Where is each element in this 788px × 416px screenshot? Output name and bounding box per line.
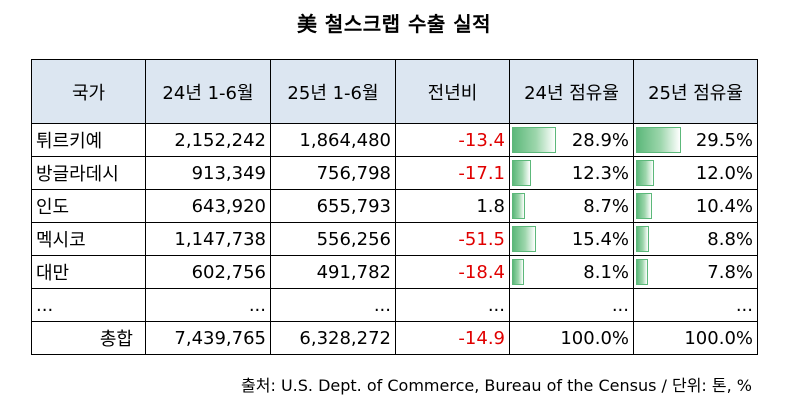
share25-value: 7.8%: [707, 261, 753, 283]
yoy-cell: 1.8: [395, 189, 510, 223]
share24-value: 8.1%: [583, 261, 629, 283]
share24-cell: 28.9%: [509, 123, 634, 157]
ellipsis-cell: ...: [395, 288, 510, 322]
page-title: 美 철스크랩 수출 실적: [296, 12, 492, 36]
table-row: 대만 602,756 491,782 -18.4 8.1% 7.8%: [31, 255, 758, 289]
table-header-row: 국가 24년 1-6월 25년 1-6월 전년비 24년 점유율 25년 점유율: [31, 59, 758, 124]
share24-value: 28.9%: [571, 129, 629, 151]
data-bar: [512, 193, 525, 219]
share25-cell: 12.0%: [633, 156, 758, 190]
data-bar: [512, 226, 536, 252]
y25-cell: 655,793: [270, 189, 396, 223]
share24-value: 15.4%: [571, 228, 629, 250]
yoy-cell: -13.4: [395, 123, 510, 157]
data-bar: [636, 226, 649, 252]
ellipsis-cell: ...: [145, 288, 271, 322]
header-yoy: 전년비: [395, 59, 510, 124]
data-bar: [636, 193, 652, 219]
share25-value: 29.5%: [695, 129, 753, 151]
data-bar: [636, 160, 654, 186]
total-share24: 100.0%: [509, 321, 634, 355]
data-bar: [512, 259, 524, 285]
country-cell: 대만: [31, 255, 146, 289]
y24-cell: 643,920: [145, 189, 271, 223]
y24-cell: 602,756: [145, 255, 271, 289]
table-row: 방글라데시 913,349 756,798 -17.1 12.3% 12.0%: [31, 156, 758, 190]
total-y25: 6,328,272: [270, 321, 396, 355]
ellipsis-cell: ...: [31, 288, 146, 322]
share24-cell: 8.1%: [509, 255, 634, 289]
share24-cell: 15.4%: [509, 222, 634, 256]
share25-cell: 8.8%: [633, 222, 758, 256]
table-row: 멕시코 1,147,738 556,256 -51.5 15.4% 8.8%: [31, 222, 758, 256]
share25-value: 8.8%: [707, 228, 753, 250]
share25-cell: 29.5%: [633, 123, 758, 157]
y24-cell: 1,147,738: [145, 222, 271, 256]
share25-value: 12.0%: [695, 162, 753, 184]
header-24-h1: 24년 1-6월: [145, 59, 271, 124]
data-bar: [512, 160, 531, 186]
header-share-24: 24년 점유율: [509, 59, 634, 124]
y24-cell: 2,152,242: [145, 123, 271, 157]
ellipsis-cell: ...: [509, 288, 634, 322]
ellipsis-row: ..................: [31, 288, 758, 322]
ellipsis-cell: ...: [633, 288, 758, 322]
data-bar: [636, 259, 648, 285]
yoy-cell: -18.4: [395, 255, 510, 289]
country-cell: 튀르키예: [31, 123, 146, 157]
y24-cell: 913,349: [145, 156, 271, 190]
share25-cell: 7.8%: [633, 255, 758, 289]
share25-value: 10.4%: [695, 195, 753, 217]
total-y24: 7,439,765: [145, 321, 271, 355]
share24-cell: 8.7%: [509, 189, 634, 223]
share25-cell: 10.4%: [633, 189, 758, 223]
source-note: 출처: U.S. Dept. of Commerce, Bureau of th…: [241, 376, 752, 395]
data-bar: [512, 127, 556, 153]
share24-value: 8.7%: [583, 195, 629, 217]
header-25-h1: 25년 1-6월: [270, 59, 396, 124]
ellipsis-cell: ...: [270, 288, 396, 322]
country-cell: 인도: [31, 189, 146, 223]
table-row: 튀르키예 2,152,242 1,864,480 -13.4 28.9% 29.5%: [31, 123, 758, 157]
total-share25: 100.0%: [633, 321, 758, 355]
data-bar: [636, 127, 681, 153]
country-cell: 멕시코: [31, 222, 146, 256]
yoy-cell: -51.5: [395, 222, 510, 256]
y25-cell: 556,256: [270, 222, 396, 256]
country-cell: 방글라데시: [31, 156, 146, 190]
table-row: 인도 643,920 655,793 1.8 8.7% 10.4%: [31, 189, 758, 223]
share24-value: 12.3%: [571, 162, 629, 184]
share24-cell: 12.3%: [509, 156, 634, 190]
header-share-25: 25년 점유율: [633, 59, 758, 124]
y25-cell: 1,864,480: [270, 123, 396, 157]
scrap-export-table: 국가 24년 1-6월 25년 1-6월 전년비 24년 점유율 25년 점유율…: [31, 59, 758, 355]
total-yoy: -14.9: [395, 321, 510, 355]
y25-cell: 491,782: [270, 255, 396, 289]
yoy-cell: -17.1: [395, 156, 510, 190]
total-label: 총합: [31, 321, 146, 355]
total-row: 총합 7,439,765 6,328,272 -14.9 100.0% 100.0%: [31, 321, 758, 355]
header-country: 국가: [31, 59, 146, 124]
y25-cell: 756,798: [270, 156, 396, 190]
